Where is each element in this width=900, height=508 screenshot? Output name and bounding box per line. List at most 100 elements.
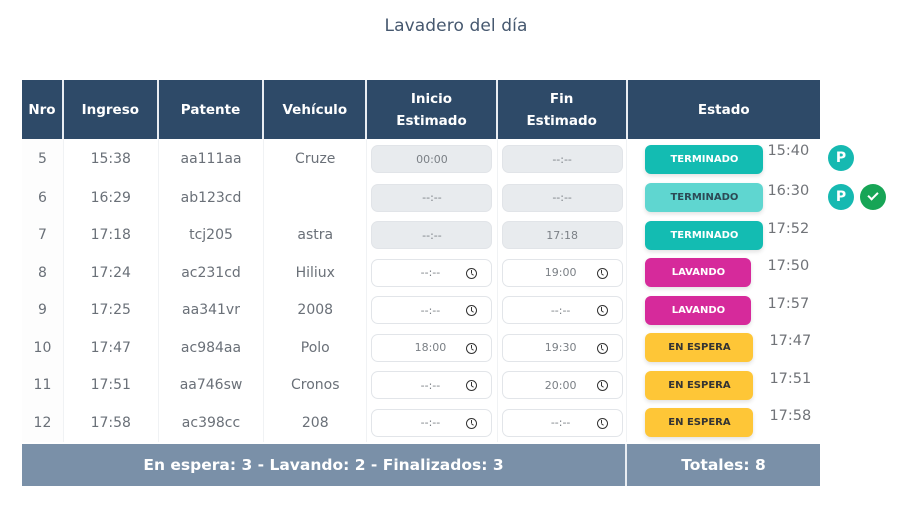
inicio-time-input[interactable]: --:--	[371, 296, 493, 325]
cell-ingreso: 17:58	[64, 404, 159, 442]
clock-icon[interactable]	[596, 267, 608, 279]
cell-estado: LAVANDO 17:50	[627, 254, 820, 292]
table-row: 10 17:47 ac984aa Polo 18:00 19:30 EN ESPERA 17:…	[22, 329, 820, 367]
fin-time-input[interactable]: --:--	[501, 145, 623, 173]
header-fin-line1: Fin	[549, 90, 574, 107]
fin-time-value: 17:18	[546, 228, 578, 242]
cell-ingreso: 16:29	[64, 179, 159, 217]
cell-inicio-estimado: --:--	[367, 254, 498, 292]
inicio-time-value: --:--	[422, 191, 442, 205]
status-summary: En espera: 3 - Lavando: 2 - Finalizados:…	[22, 444, 627, 486]
header-inicio-line1: Inicio	[410, 90, 453, 107]
inicio-time-value: 00:00	[416, 152, 448, 166]
table-row: 6 16:29 ab123cd --:-- --:-- TERMINADO 16:30	[22, 179, 820, 217]
cell-vehiculo: 2008	[264, 291, 368, 329]
cell-fin-estimado: --:--	[498, 179, 628, 217]
cell-vehiculo	[264, 179, 368, 217]
header-patente: Patente	[158, 80, 265, 139]
cell-ingreso: 17:24	[64, 254, 159, 292]
clock-icon[interactable]	[466, 380, 478, 392]
clock-icon[interactable]	[466, 267, 478, 279]
status-time: 17:52	[767, 220, 810, 237]
wash-table: Nro Ingreso Patente Vehículo Inicio Esti…	[22, 80, 821, 442]
clock-icon[interactable]	[596, 342, 608, 354]
table-row: 7 17:18 tcj205 astra --:-- 17:18 TERMINADO 17:5…	[22, 216, 820, 254]
clock-icon[interactable]	[466, 342, 478, 354]
inicio-time-input[interactable]: --:--	[371, 258, 493, 287]
status-badge-button[interactable]: LAVANDO	[645, 258, 752, 288]
cell-ingreso: 17:47	[64, 329, 159, 367]
status-time: 17:51	[769, 370, 812, 387]
clock-icon[interactable]	[596, 380, 608, 392]
status-badge-button[interactable]: TERMINADO	[645, 220, 764, 250]
cell-nro: 5	[22, 139, 64, 179]
header-inicio-line2: Estimado	[396, 112, 467, 129]
fin-time-value: --:--	[550, 416, 571, 430]
cell-nro: 9	[22, 291, 64, 329]
fin-time-input[interactable]: --:--	[501, 408, 623, 437]
cell-ingreso: 15:38	[64, 139, 159, 179]
p-icon[interactable]: P	[828, 183, 854, 210]
table-row: 5 15:38 aa111aa Cruze 00:00 --:-- TERMINADO 15:…	[22, 139, 820, 179]
header-ingreso: Ingreso	[63, 80, 159, 139]
cell-vehiculo: Cronos	[264, 366, 368, 404]
fin-time-value: 19:30	[544, 341, 577, 355]
status-badge-button[interactable]: TERMINADO	[645, 183, 764, 213]
cell-patente: aa746sw	[159, 366, 265, 404]
cell-estado: EN ESPERA 17:58	[627, 404, 820, 442]
cell-estado: LAVANDO 17:57	[627, 292, 820, 330]
cell-vehiculo: 208	[264, 404, 368, 442]
fin-time-value: 19:00	[544, 266, 577, 280]
cell-fin-estimado: --:--	[498, 139, 628, 179]
cell-ingreso: 17:25	[64, 291, 159, 329]
cell-patente: ab123cd	[159, 179, 265, 217]
cell-patente: aa111aa	[159, 139, 265, 179]
header-fin-estimado: Fin Estimado	[497, 80, 628, 139]
status-badge-button[interactable]: EN ESPERA	[645, 333, 754, 363]
fin-time-input[interactable]: --:--	[501, 183, 623, 212]
cell-ingreso: 17:18	[64, 216, 159, 254]
fin-time-input[interactable]: 20:00	[501, 371, 623, 400]
fin-time-input[interactable]: 19:30	[501, 333, 623, 362]
clock-icon[interactable]	[466, 305, 478, 317]
cell-inicio-estimado: 18:00	[367, 329, 498, 367]
inicio-time-input[interactable]: --:--	[371, 408, 493, 437]
fin-time-input[interactable]: 17:18	[501, 221, 623, 250]
cell-fin-estimado: 19:30	[498, 329, 628, 367]
check-icon[interactable]	[860, 183, 886, 210]
fin-time-value: --:--	[550, 303, 571, 317]
status-badge-button[interactable]: LAVANDO	[645, 295, 752, 325]
table-row: 8 17:24 ac231cd Hiliux --:-- 19:00 LAVANDO 17:5…	[22, 254, 820, 292]
clock-icon[interactable]	[596, 417, 608, 429]
table-row: 11 17:51 aa746sw Cronos --:-- 20:00 EN ESPERA 1…	[22, 366, 820, 404]
cell-patente: ac984aa	[159, 329, 265, 367]
cell-nro: 11	[22, 366, 64, 404]
p-icon[interactable]: P	[828, 145, 854, 171]
inicio-time-input[interactable]: 00:00	[371, 145, 493, 173]
row-actions: P	[828, 145, 854, 171]
clock-icon[interactable]	[466, 417, 478, 429]
inicio-time-input[interactable]: --:--	[371, 183, 493, 212]
status-time: 17:58	[769, 408, 812, 424]
inicio-time-input[interactable]: --:--	[371, 371, 493, 400]
inicio-time-input[interactable]: 18:00	[371, 333, 493, 362]
fin-time-input[interactable]: --:--	[501, 296, 623, 325]
header-fin-line2: Estimado	[526, 112, 597, 129]
status-badge-button[interactable]: TERMINADO	[645, 144, 764, 174]
cell-fin-estimado: --:--	[498, 404, 628, 442]
row-actions: P	[828, 183, 886, 210]
cell-fin-estimado: 19:00	[498, 254, 628, 292]
cell-fin-estimado: 20:00	[498, 366, 628, 404]
cell-nro: 12	[22, 404, 64, 442]
inicio-time-value: --:--	[420, 378, 441, 392]
fin-time-input[interactable]: 19:00	[501, 258, 623, 287]
checkmark-glyph	[867, 189, 879, 201]
status-badge-button[interactable]: EN ESPERA	[645, 370, 754, 400]
cell-vehiculo: astra	[264, 216, 368, 254]
cell-vehiculo: Hiliux	[264, 254, 368, 292]
clock-icon[interactable]	[596, 305, 608, 317]
status-badge-button[interactable]: EN ESPERA	[645, 408, 754, 438]
fin-time-value: 20:00	[544, 378, 577, 392]
inicio-time-input[interactable]: --:--	[371, 221, 493, 250]
inicio-time-value: --:--	[420, 303, 441, 317]
